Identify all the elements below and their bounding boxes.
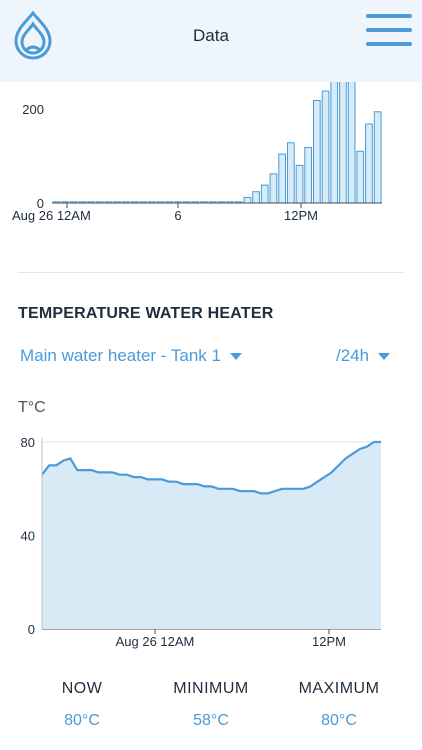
stat-minimum: MINIMUM 58°C: [151, 680, 271, 730]
temp-y-tick-label: 0: [28, 622, 35, 637]
usage-bar: [356, 150, 365, 204]
caret-down-icon: [229, 353, 242, 361]
page-title: Data: [193, 26, 229, 45]
temp-x-tick-label: 12PM: [312, 634, 346, 649]
usage-bar: [252, 191, 260, 204]
heater-select[interactable]: Main water heater - Tank 1: [20, 346, 242, 366]
usage-bar: [269, 173, 278, 204]
usage-bar: [365, 123, 373, 204]
usage-y-tick-label: 200: [22, 102, 44, 117]
usage-bar: [243, 196, 252, 204]
usage-bar: [304, 147, 312, 204]
temp-y-tick-label: 80: [21, 435, 35, 450]
hamburger-menu-icon[interactable]: [366, 12, 414, 48]
temp-x-tick-label: Aug 26 12AM: [116, 634, 195, 649]
usage-bar: [373, 111, 382, 204]
usage-x-tick-label: Aug 26 12AM: [12, 208, 91, 223]
stat-now: NOW 80°C: [22, 680, 142, 730]
water-drop-logo-icon: [14, 10, 52, 60]
temp-y-tick-label: 40: [21, 529, 35, 544]
temperature-area-chart: T°C 0 40 80 Aug 26 12AM 12PM: [18, 399, 381, 649]
stat-maximum-value: 80°C: [321, 712, 357, 729]
time-range-select[interactable]: /24h: [336, 346, 391, 366]
usage-bar: [278, 153, 286, 204]
temp-series-line: [41, 440, 381, 495]
usage-bar: [295, 164, 304, 204]
section-title: TEMPERATURE WATER HEATER: [18, 305, 274, 322]
usage-bar: [347, 82, 356, 204]
section-divider: [18, 272, 404, 273]
usage-bar: [313, 100, 321, 204]
usage-x-tick-label: 6: [174, 208, 181, 223]
stat-maximum-label: MAXIMUM: [298, 680, 380, 697]
stat-minimum-label: MINIMUM: [173, 680, 249, 697]
usage-bar-chart: 0 200 Aug 26 12AM 6 12PM: [12, 82, 382, 223]
stat-maximum: MAXIMUM 80°C: [279, 680, 399, 730]
top-bar: Data: [0, 0, 422, 82]
usage-bar: [330, 82, 339, 204]
heater-select-label: Main water heater - Tank 1: [20, 346, 221, 365]
usage-bar: [287, 142, 295, 204]
stat-now-value: 80°C: [64, 712, 100, 729]
stat-now-label: NOW: [61, 680, 103, 697]
usage-bar: [321, 90, 330, 204]
usage-bar: [339, 82, 347, 204]
temp-y-axis-label: T°C: [18, 399, 46, 416]
caret-down-icon: [378, 353, 391, 361]
stat-minimum-value: 58°C: [193, 712, 229, 729]
usage-bar: [260, 184, 269, 204]
temp-area-fill: [42, 442, 381, 629]
time-range-label: /24h: [336, 346, 370, 365]
usage-x-tick-label: 12PM: [284, 208, 318, 223]
usage-y-tick-label: 0: [37, 196, 44, 211]
usage-bars: [52, 82, 382, 204]
